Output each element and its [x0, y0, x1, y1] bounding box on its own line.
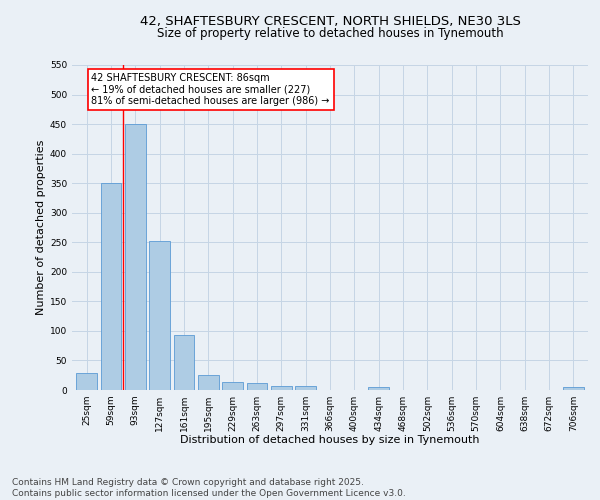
- Y-axis label: Number of detached properties: Number of detached properties: [36, 140, 46, 315]
- Text: 42, SHAFTESBURY CRESCENT, NORTH SHIELDS, NE30 3LS: 42, SHAFTESBURY CRESCENT, NORTH SHIELDS,…: [140, 15, 520, 28]
- Text: 42 SHAFTESBURY CRESCENT: 86sqm
← 19% of detached houses are smaller (227)
81% of: 42 SHAFTESBURY CRESCENT: 86sqm ← 19% of …: [91, 73, 330, 106]
- Bar: [173, 335, 194, 390]
- Bar: [198, 375, 218, 390]
- Bar: [368, 387, 389, 390]
- Text: Contains HM Land Registry data © Crown copyright and database right 2025.
Contai: Contains HM Land Registry data © Crown c…: [12, 478, 406, 498]
- Bar: [271, 386, 292, 390]
- Bar: [222, 382, 243, 390]
- Text: Size of property relative to detached houses in Tynemouth: Size of property relative to detached ho…: [157, 28, 503, 40]
- Bar: [149, 240, 170, 390]
- Bar: [295, 386, 316, 390]
- Bar: [76, 374, 97, 390]
- Bar: [125, 124, 146, 390]
- Bar: [247, 383, 268, 390]
- Bar: [563, 387, 584, 390]
- Bar: [101, 183, 121, 390]
- X-axis label: Distribution of detached houses by size in Tynemouth: Distribution of detached houses by size …: [180, 436, 480, 446]
